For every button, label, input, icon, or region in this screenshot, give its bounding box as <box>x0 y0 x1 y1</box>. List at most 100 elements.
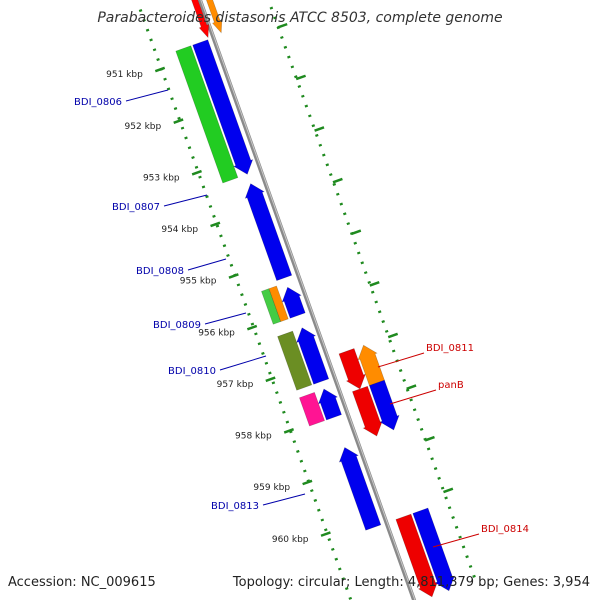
major-tick-right <box>277 22 288 29</box>
gene-label[interactable]: BDI_0809 <box>153 320 201 331</box>
minor-tick <box>465 555 469 559</box>
gene-feature[interactable] <box>281 286 306 319</box>
minor-tick <box>381 320 385 324</box>
minor-tick <box>313 498 318 502</box>
minor-tick <box>341 577 346 581</box>
gene-feature[interactable] <box>318 388 342 421</box>
gene-label[interactable]: BDI_0808 <box>136 266 184 277</box>
major-tick-right <box>406 384 417 391</box>
tick-label: 952 kbp <box>125 122 162 132</box>
major-tick-right <box>443 487 454 494</box>
tick-label: 957 kbp <box>217 380 254 390</box>
major-tick-right <box>295 74 307 81</box>
gene-feature[interactable] <box>268 285 289 322</box>
backbone-layer <box>197 0 417 600</box>
minor-tick <box>290 65 295 69</box>
minor-tick <box>289 430 293 434</box>
gene-leader-line <box>204 312 247 325</box>
minor-tick <box>328 173 333 177</box>
gene-label[interactable]: panB <box>438 380 464 391</box>
tick-layer: 951 kbp 952 kbp 953 kbp 954 kbp 955 kbp 956 k… <box>106 6 476 600</box>
major-tick-right <box>387 332 399 339</box>
gene-feature[interactable] <box>368 379 400 431</box>
gene-feature[interactable] <box>338 348 366 390</box>
minor-tick <box>430 457 434 461</box>
gene-label[interactable]: BDI_0811 <box>426 343 474 354</box>
minor-tick <box>194 165 199 169</box>
major-tick-right <box>369 281 380 287</box>
minor-tick <box>437 476 441 480</box>
gene-label[interactable]: BDI_0813 <box>211 501 259 512</box>
minor-tick <box>191 155 195 160</box>
major-tick-left <box>191 169 202 176</box>
gene-feature[interactable] <box>299 392 325 427</box>
gene-feature[interactable] <box>175 45 239 184</box>
gene-feature[interactable] <box>196 0 223 34</box>
minor-tick <box>353 241 358 245</box>
minor-tick <box>451 515 455 520</box>
gene-label[interactable]: BDI_0814 <box>481 524 529 535</box>
gene-label[interactable]: BDI_0807 <box>112 202 160 213</box>
minor-tick <box>409 398 413 402</box>
minor-tick <box>208 204 213 209</box>
major-tick-left <box>283 427 295 434</box>
gene-leader-line <box>389 389 437 405</box>
minor-tick <box>458 535 462 539</box>
minor-tick <box>271 381 276 385</box>
major-tick-left <box>265 376 276 383</box>
major-tick-left <box>228 273 239 279</box>
gene-feature[interactable] <box>244 183 293 281</box>
minor-tick <box>447 506 452 510</box>
major-tick-left <box>302 479 313 486</box>
gene-feature[interactable] <box>277 330 313 391</box>
minor-tick <box>273 16 277 20</box>
minor-tick <box>268 371 272 375</box>
minor-tick <box>310 489 314 493</box>
gene-feature[interactable] <box>395 513 438 598</box>
gene-leader-line <box>125 89 169 102</box>
minor-tick <box>331 547 335 551</box>
minor-tick <box>142 18 146 22</box>
genome-summary-text: Topology: circular; Length: 4,811,379 bp… <box>232 575 590 590</box>
minor-tick <box>416 418 420 422</box>
minor-tick <box>405 388 410 392</box>
minor-tick <box>412 408 417 412</box>
minor-tick <box>177 116 181 120</box>
minor-tick <box>315 133 319 137</box>
minor-tick <box>384 329 389 333</box>
tick-label: 960 kbp <box>272 535 309 545</box>
gene-feature[interactable] <box>352 385 383 437</box>
minor-tick <box>348 596 353 600</box>
minor-tick <box>303 469 307 473</box>
major-tick-right <box>350 229 362 236</box>
minor-tick <box>317 508 321 512</box>
gene-label[interactable]: BDI_0806 <box>74 97 122 108</box>
minor-tick <box>173 106 178 111</box>
minor-tick <box>327 538 332 542</box>
minor-tick <box>292 440 297 444</box>
major-tick-right <box>424 435 435 442</box>
major-tick-left <box>154 66 166 73</box>
minor-tick <box>472 574 476 578</box>
gene-feature[interactable] <box>412 507 455 592</box>
gene-feature[interactable] <box>182 0 210 39</box>
genome-title: Parabacteroides distasonis ATCC 8503, co… <box>97 10 503 26</box>
gene-feature[interactable] <box>338 447 382 531</box>
gene-label[interactable]: BDI_0810 <box>168 366 216 377</box>
gene-leader-line <box>377 352 425 368</box>
minor-tick <box>367 280 372 284</box>
minor-tick <box>377 310 382 314</box>
gene-leader-line <box>219 355 267 371</box>
minor-tick <box>356 251 361 255</box>
minor-tick <box>426 447 431 451</box>
minor-tick <box>261 351 265 356</box>
minor-tick <box>219 234 223 238</box>
minor-tick <box>145 28 150 32</box>
minor-tick <box>304 104 309 108</box>
gene-feature[interactable] <box>296 327 330 385</box>
minor-tick <box>444 496 448 500</box>
minor-tick <box>280 35 284 40</box>
minor-tick <box>275 391 279 395</box>
gene-feature[interactable] <box>192 39 254 175</box>
minor-tick <box>320 518 325 522</box>
